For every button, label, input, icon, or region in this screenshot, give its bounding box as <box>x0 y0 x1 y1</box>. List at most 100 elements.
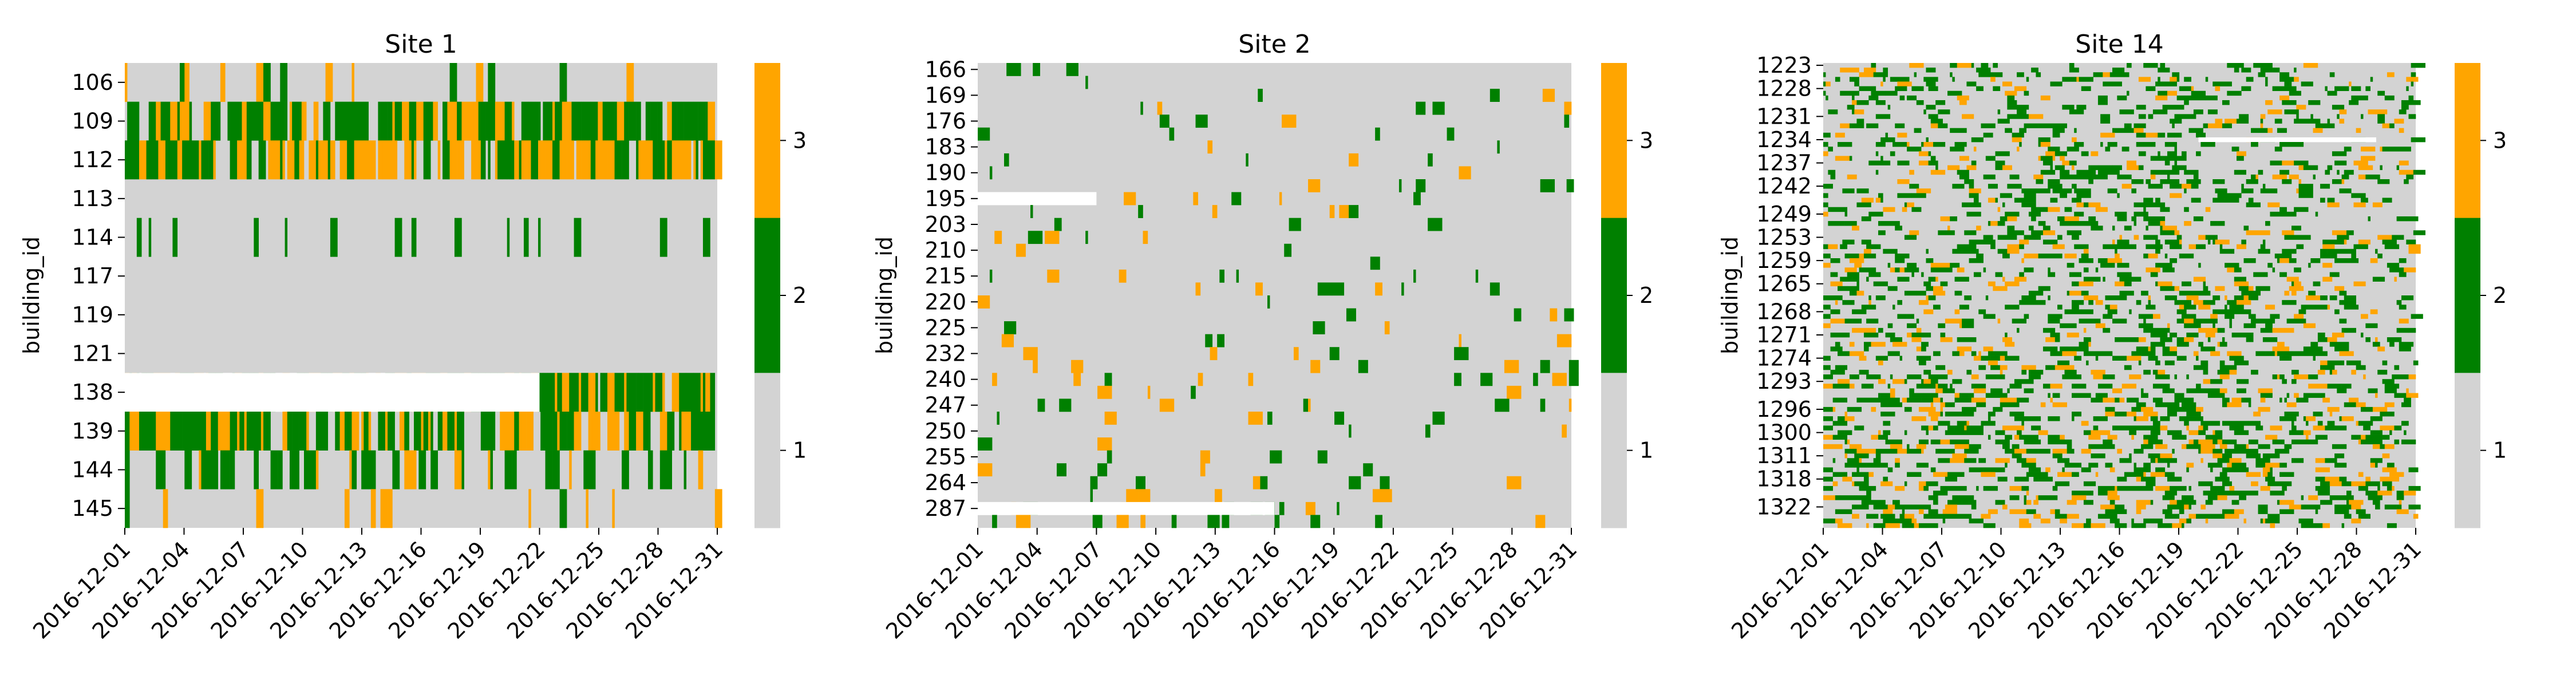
heatmap-cell <box>2291 425 2297 431</box>
heatmap-cell <box>433 101 438 141</box>
heatmap-cell <box>2167 174 2170 180</box>
heatmap-cell <box>2103 397 2115 403</box>
heatmap-cell <box>1279 502 1285 515</box>
heatmap-cell <box>1880 211 1883 217</box>
heatmap-cell <box>2222 123 2232 128</box>
heatmap-cell <box>1945 230 1955 235</box>
heatmap-cell <box>2320 365 2335 370</box>
heatmap-cell <box>1856 188 1869 194</box>
heatmap-cell <box>471 140 479 180</box>
heatmap-cell <box>2031 235 2041 240</box>
heatmap-cell <box>1926 430 1929 435</box>
heatmap-row-1253 <box>1823 253 2383 259</box>
heatmap-cell <box>1902 509 1905 514</box>
heatmap-cell <box>2024 495 2027 500</box>
heatmap-cell <box>557 412 560 451</box>
heatmap-cell <box>2191 86 2194 92</box>
heatmap-cell <box>1911 337 1922 342</box>
heatmap-cell <box>2334 309 2340 314</box>
heatmap-cell <box>2081 346 2089 352</box>
heatmap-cell <box>2282 160 2294 165</box>
heatmap-cell <box>2076 77 2079 82</box>
colorbar-level-3 <box>2455 63 2480 219</box>
heatmap-cell <box>447 101 455 141</box>
colorbar-tick-label: 3 <box>793 128 807 153</box>
heatmap-cell <box>2196 132 2206 138</box>
heatmap-row-1265 <box>1823 295 2414 301</box>
y-axis-label: building_id <box>19 236 44 354</box>
heatmap-cell <box>2162 384 2170 389</box>
heatmap-cell <box>280 101 283 141</box>
heatmap-cell <box>1097 385 1112 399</box>
heatmap-cell <box>1909 523 1914 528</box>
heatmap-cell <box>1880 481 1893 487</box>
heatmap-cell <box>2260 188 2275 194</box>
heatmap-cell <box>1413 192 1421 206</box>
heatmap-cell <box>1964 485 1967 491</box>
heatmap-cell <box>2042 226 2050 231</box>
heatmap-cell <box>2317 384 2328 389</box>
y-tick-label: 215 <box>924 263 966 289</box>
heatmap-cell <box>2021 463 2024 468</box>
heatmap-cell <box>1267 295 1270 309</box>
heatmap-cell <box>667 101 673 141</box>
heatmap-row-1259 <box>1830 281 2366 287</box>
heatmap-cell <box>571 412 574 451</box>
heatmap-cell <box>2014 211 2020 217</box>
heatmap-cell <box>2002 425 2017 431</box>
heatmap-cell <box>1878 393 1881 398</box>
heatmap-cell <box>657 140 665 180</box>
heatmap-cell <box>1918 439 1929 445</box>
heatmap-cell <box>1826 95 1828 101</box>
missing-data-cell <box>125 373 540 412</box>
heatmap-cell <box>1823 184 1828 189</box>
heatmap-cell <box>315 412 323 451</box>
heatmap-cell <box>595 373 598 412</box>
heatmap-cell <box>1904 379 1907 384</box>
heatmap-cell <box>1895 86 1907 92</box>
heatmap-cell <box>2176 309 2184 314</box>
heatmap-cell <box>2210 221 2218 226</box>
heatmap-cell <box>2091 430 2099 435</box>
x-axis: 2016-12-012016-12-042016-12-072016-12-10… <box>28 528 728 644</box>
heatmap-cell <box>218 412 226 451</box>
heatmap-cell <box>2246 472 2261 477</box>
heatmap-cell <box>1875 169 1879 175</box>
heatmap-cell <box>2162 388 2175 393</box>
heatmap-cell <box>2384 388 2388 393</box>
heatmap-cell <box>1878 230 1886 235</box>
heatmap-row-1223 <box>1871 63 2425 68</box>
heatmap-cell <box>1988 221 1991 226</box>
heatmap-cell <box>705 101 708 141</box>
heatmap-cell <box>1849 156 1852 161</box>
heatmap-cell <box>1832 435 1848 440</box>
heatmap-cell <box>2021 114 2029 119</box>
heatmap-cell <box>1195 282 1201 296</box>
heatmap-cell <box>282 101 285 141</box>
heatmap-cell <box>1849 374 1859 380</box>
heatmap-cell <box>2103 439 2113 445</box>
heatmap-cell <box>2143 63 2158 68</box>
heatmap-row-1253 <box>1904 235 2404 240</box>
heatmap-cell <box>1887 286 1898 291</box>
heatmap-cell <box>1823 374 1833 380</box>
heatmap-cell <box>2127 63 2132 68</box>
heatmap-cell <box>2270 467 2273 472</box>
heatmap-cell <box>1832 481 1838 487</box>
heatmap-cell <box>2019 244 2024 250</box>
heatmap-cell <box>2401 402 2411 408</box>
heatmap-cell <box>1907 95 1917 101</box>
heatmap-cell <box>2048 393 2050 398</box>
heatmap-cell <box>2048 518 2050 524</box>
heatmap-cell <box>2399 346 2409 352</box>
heatmap-cell <box>1416 179 1426 192</box>
heatmap-cell <box>1840 244 1848 250</box>
heatmap-cell <box>1966 369 1972 375</box>
heatmap-cell <box>1279 192 1282 206</box>
heatmap-cell <box>1432 101 1445 115</box>
heatmap-row-1322 <box>1823 518 2361 524</box>
heatmap-cell <box>2404 179 2409 184</box>
heatmap-cell <box>2267 128 2273 133</box>
heatmap-cell <box>1959 323 1962 329</box>
heatmap-cell <box>2095 207 2108 212</box>
